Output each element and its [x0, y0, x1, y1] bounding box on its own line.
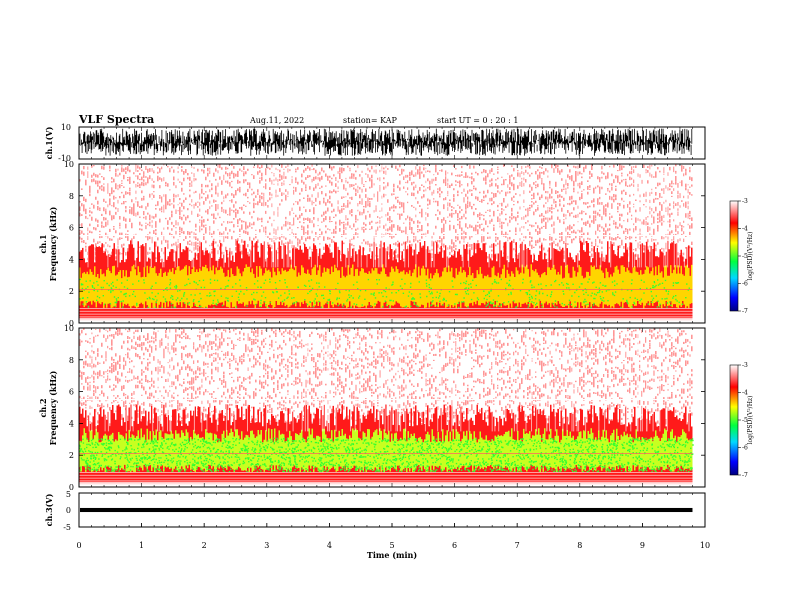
colorbar-tick-label: -3 — [742, 362, 748, 369]
ch1-waveform-trace — [79, 128, 693, 156]
ch2-spec-ylabel-top: ch.2 — [38, 398, 48, 417]
colorbar-tick-label: -3 — [742, 198, 748, 205]
freq-tick-label: 2 — [69, 451, 74, 460]
ch3-ytick-top: 5 — [66, 490, 71, 499]
time-tick-label: 2 — [202, 541, 207, 550]
colorbar-tick-label: -5 — [742, 417, 748, 424]
time-tick-label: 6 — [452, 541, 457, 550]
station-label: station= KAP — [343, 116, 398, 125]
ch2-spec-ylabel: Frequency (kHz) — [48, 370, 58, 445]
freq-tick-label: 0 — [69, 319, 74, 328]
ch1-freq-ticks: 0 2 4 6 8 10 — [64, 160, 705, 328]
time-axis-label: Time (min) — [367, 550, 417, 560]
spec-upper-speckle — [79, 164, 693, 264]
spec-vstreaks — [87, 164, 688, 268]
spec-vstreaks — [88, 328, 690, 432]
freq-tick-label: 4 — [69, 419, 74, 428]
ch3-ytick-mid: 0 — [66, 506, 71, 515]
spec-yellow-band — [79, 428, 693, 473]
time-axis-ticks: 0 1 2 3 4 5 6 7 8 9 10 — [76, 127, 710, 550]
ch2-colorbar-label: log(PSD)(V²/Hz) — [747, 396, 754, 445]
colorbar-tick-label: -6 — [742, 445, 748, 452]
colorbar-tick-label: -5 — [742, 253, 748, 260]
freq-tick-label: 2 — [69, 287, 74, 296]
freq-tick-label: 4 — [69, 255, 74, 264]
freq-tick-label: 6 — [69, 388, 74, 397]
ch3-waveform-panel: 5 0 -5 ch.3(V) 0 1 2 3 4 5 6 7 8 9 10 Time (min) — [44, 127, 710, 560]
ch1-colorbar — [729, 200, 739, 312]
ch2-colorbar — [729, 364, 739, 476]
ch1-waveform-panel: 10 -10 ch.1(V) — [44, 123, 706, 163]
ch1-spec-ylabel: Frequency (kHz) — [48, 206, 58, 281]
time-tick-label: 5 — [389, 541, 394, 550]
date-label: Aug.11, 2022 — [249, 116, 304, 125]
ch2-freq-ticks: 0 2 4 6 8 10 — [64, 324, 705, 492]
ch1-spectrogram-image — [79, 164, 693, 323]
freq-tick-label: 8 — [69, 356, 74, 365]
freq-tick-label: 0 — [69, 483, 74, 492]
colorbar-tick-label: -6 — [742, 281, 748, 288]
ch3-ytick-bottom: -5 — [63, 523, 71, 532]
spec-green-speckle — [79, 437, 694, 473]
time-tick-label: 10 — [700, 541, 710, 550]
freq-tick-label: 8 — [69, 192, 74, 201]
time-tick-label: 4 — [327, 541, 332, 550]
figure-title: VLF Spectra — [78, 113, 154, 126]
time-tick-label: 0 — [76, 541, 81, 550]
time-tick-label: 7 — [515, 541, 520, 550]
freq-tick-label: 10 — [64, 160, 74, 169]
time-tick-label: 8 — [577, 541, 582, 550]
ch3-signal-band — [80, 507, 693, 513]
time-tick-label: 1 — [139, 541, 144, 550]
ch3-ylabel: ch.3(V) — [44, 493, 54, 526]
spec-yellow-band — [79, 264, 693, 309]
time-tick-label: 9 — [640, 541, 645, 550]
ch2-colorbar-ticks: -3 -4 -5 -6 -7 — [738, 362, 748, 479]
ch3-waveform-trace — [80, 507, 693, 513]
ch2-spectrogram-image — [79, 328, 694, 487]
freq-tick-label: 10 — [64, 324, 74, 333]
ch1-colorbar-ticks: -3 -4 -5 -6 -7 — [738, 198, 748, 315]
ch1-ylabel: ch.1(V) — [44, 126, 54, 159]
time-tick-label: 3 — [264, 541, 269, 550]
ch1-ytick-bottom: -10 — [58, 154, 71, 163]
freq-tick-label: 6 — [69, 224, 74, 233]
colorbar-tick-label: -4 — [742, 226, 748, 233]
ch1-waveform-line — [79, 128, 693, 156]
colorbar-tick-label: -7 — [742, 472, 748, 479]
ch1-colorbar-label: log(PSD)(V²/Hz) — [747, 232, 754, 281]
ch1-spec-ylabel-top: ch.1 — [38, 234, 48, 253]
start-time-label: start UT = 0 : 20 : 1 — [437, 116, 518, 125]
colorbar-tick-label: -4 — [742, 390, 748, 397]
ch1-ytick-top: 10 — [61, 123, 71, 132]
colorbar-tick-label: -7 — [742, 308, 748, 315]
